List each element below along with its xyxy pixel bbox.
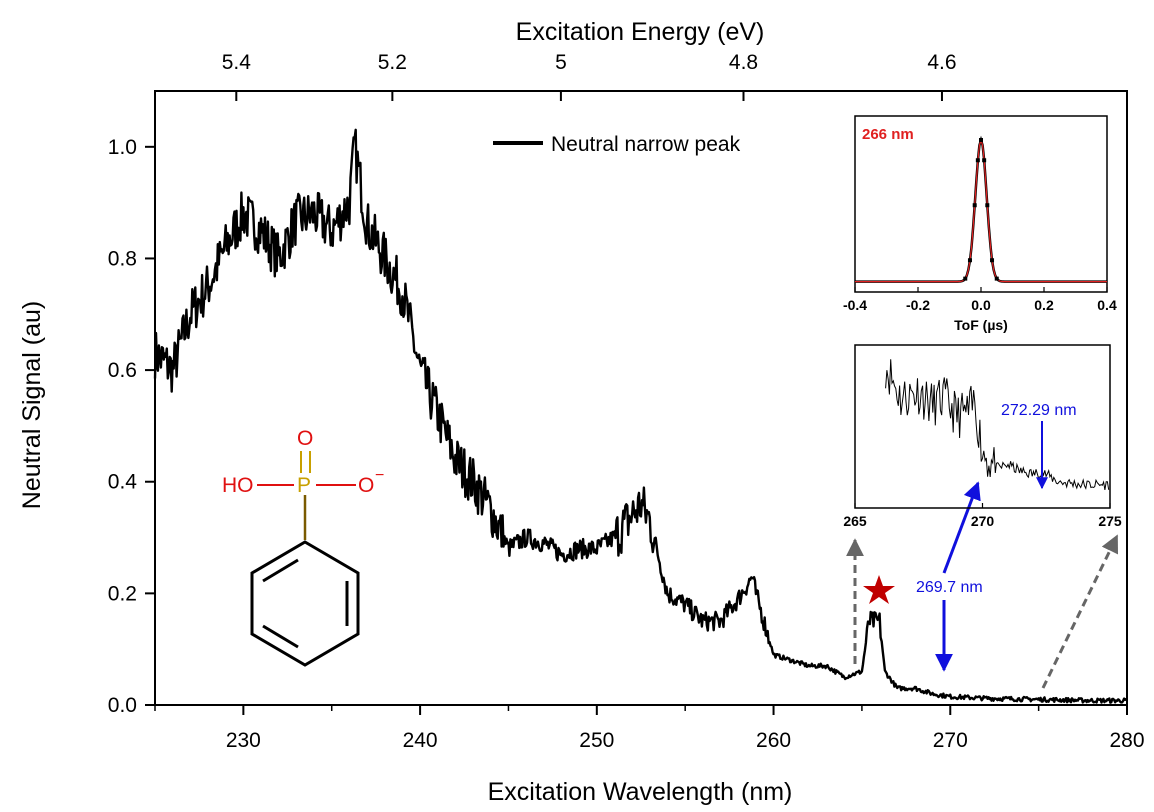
neutral-signal-line: [153, 128, 1128, 704]
star-marker: [863, 575, 895, 604]
y-tick-label-0: 0.0: [108, 694, 137, 717]
top-tick-label-2: 5: [555, 51, 567, 74]
x-tick-label-2: 250: [579, 729, 614, 752]
inset-tof-points: [963, 138, 999, 281]
inset-tof-point-5: [982, 158, 987, 163]
x-axis-ticks: 230 240 250 260 270 280: [154, 705, 1145, 752]
y-tick-label-4: 0.8: [108, 247, 137, 270]
inset-tof-xlabel: ToF (µs): [954, 317, 1008, 333]
mol-benzene-ring: [250, 540, 360, 667]
mol-p: P: [297, 474, 311, 497]
annotation-269.7nm: 269.7 nm: [916, 579, 983, 596]
inset-tof-point-0: [963, 276, 968, 281]
mol-benzene-inner-2: [262, 558, 299, 583]
mol-o-right: O: [358, 474, 374, 497]
inset-tof-point-7: [990, 258, 995, 263]
inset-tof-tick-label-1: -0.2: [906, 297, 930, 313]
molecule-structure: O HO P O −: [222, 427, 384, 667]
inset-zoom-ticks: 265 270 275: [843, 503, 1122, 529]
inset-tof-title: 266 nm: [862, 126, 914, 143]
inset-tof-point-1: [967, 258, 972, 263]
x-tick-label-3: 260: [756, 729, 791, 752]
inset-zoom: 265 270 275 272.29 nm: [843, 344, 1122, 529]
legend-label: Neutral narrow peak: [551, 133, 741, 156]
y-tick-label-2: 0.4: [108, 471, 138, 494]
inset-tof-point-8: [994, 276, 999, 281]
x-axis-title: Excitation Wavelength (nm): [488, 778, 793, 806]
legend: Neutral narrow peak: [493, 133, 741, 156]
y-tick-label-1: 0.2: [108, 582, 137, 605]
inset-tof: 266 nm -0.4 -0.2 0.0 0.2 0.4 ToF (µs): [843, 115, 1117, 333]
inset-tof-data-line: [855, 135, 1107, 283]
y-axis-title: Neutral Signal (au): [18, 301, 46, 509]
inset-tof-point-6: [985, 203, 990, 208]
y-axis-ticks: 0.0 0.2 0.4 0.6 0.8 1.0: [108, 136, 155, 717]
inset-tof-tick-label-0: -0.4: [843, 297, 867, 313]
x-tick-label-5: 280: [1109, 729, 1144, 752]
x-tick-label-1: 240: [403, 729, 438, 752]
y-tick-label-3: 0.6: [108, 359, 137, 382]
inset-tof-point-4: [979, 138, 983, 142]
x-tick-label-0: 230: [226, 729, 261, 752]
mol-ho: HO: [222, 474, 254, 497]
inset-zoom-tick-label-1: 270: [971, 513, 995, 529]
arrow-269.7-to-inset: [942, 481, 981, 574]
mol-o-top: O: [297, 427, 313, 450]
inset-tof-point-3: [975, 158, 980, 163]
inset-tof-tick-label-4: 0.4: [1097, 297, 1117, 313]
inset-tof-ticks: -0.4 -0.2 0.0 0.2 0.4: [843, 287, 1117, 313]
arrow-gray-right: [1041, 534, 1119, 689]
top-tick-label-4: 4.6: [927, 51, 956, 74]
inset-zoom-tick-label-0: 265: [843, 513, 867, 529]
top-tick-label-1: 5.2: [378, 51, 407, 74]
top-tick-label-0: 5.4: [222, 51, 252, 74]
inset-zoom-annotation: 272.29 nm: [1001, 402, 1077, 419]
mol-benzene-inner-3: [262, 624, 299, 649]
y-tick-label-5: 1.0: [108, 136, 137, 159]
top-axis-ticks: 5.4 5.2 5 4.8 4.6: [222, 51, 957, 101]
x-tick-label-4: 270: [933, 729, 968, 752]
top-tick-label-3: 4.8: [729, 51, 758, 74]
inset-tof-fit-line: [855, 137, 1107, 283]
inset-tof-point-2: [972, 203, 977, 208]
inset-zoom-tick-label-2: 275: [1098, 513, 1122, 529]
mol-charge: −: [375, 467, 384, 484]
inset-tof-tick-label-3: 0.2: [1034, 297, 1054, 313]
main-plot-frame: [154, 90, 1128, 706]
inset-zoom-line: [885, 359, 1110, 490]
top-axis-title: Excitation Energy (eV): [516, 18, 765, 46]
inset-tof-tick-label-2: 0.0: [971, 297, 991, 313]
